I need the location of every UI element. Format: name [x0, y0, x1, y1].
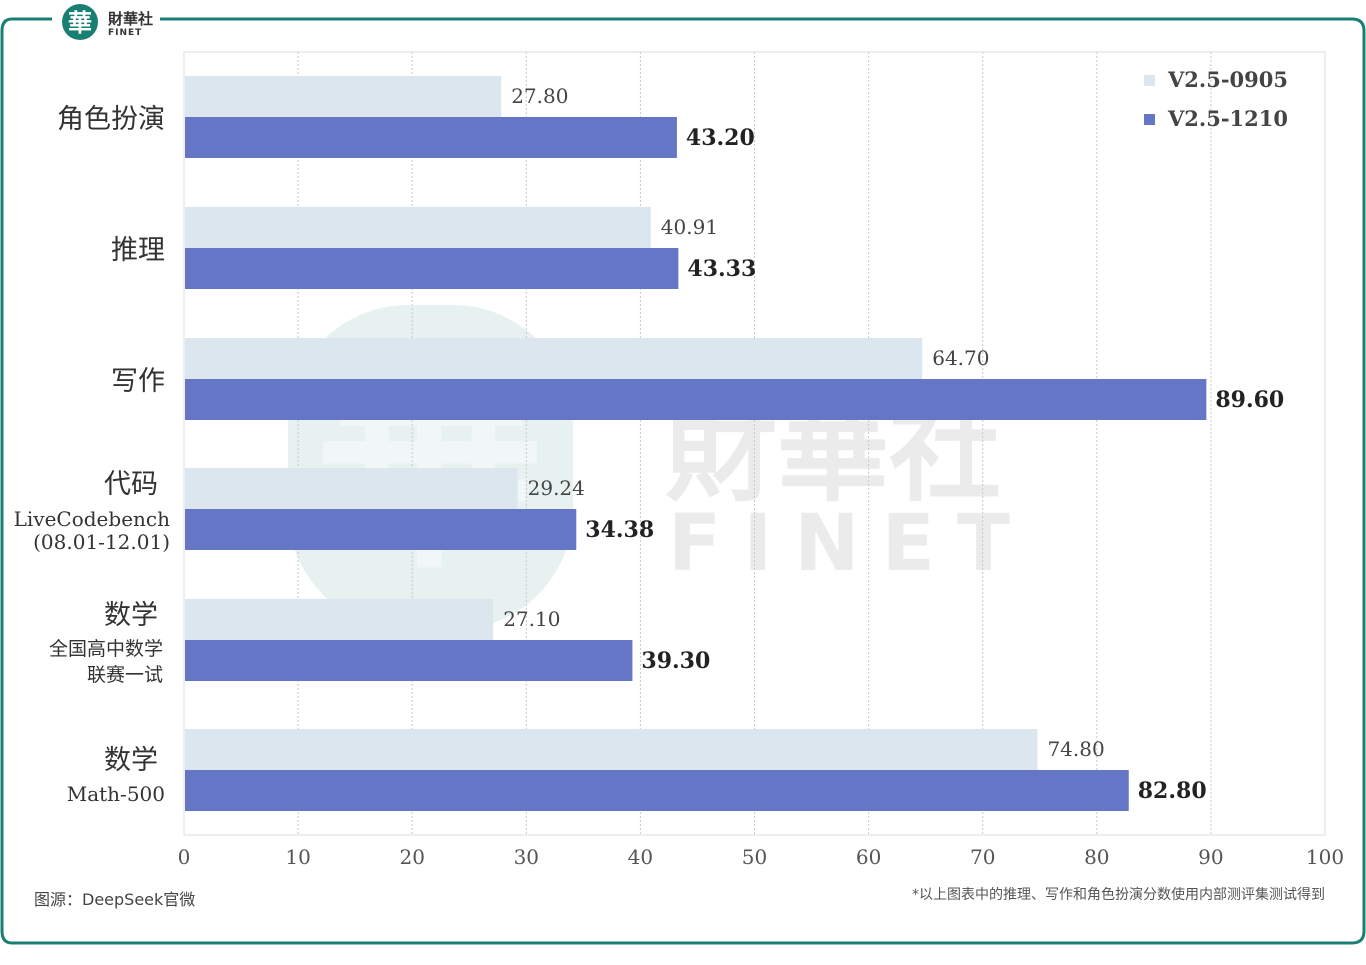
category-label: 角色扮演: [57, 104, 165, 135]
x-tick-label: 10: [285, 845, 310, 869]
x-tick-label: 100: [1306, 845, 1344, 869]
data-label-v2-5-1210: 89.60: [1215, 387, 1284, 413]
category-sublabel: LiveCodebench: [14, 507, 171, 531]
category-label: 代码: [104, 469, 158, 500]
legend-label-v2-5-1210: V2.5-1210: [1167, 106, 1288, 131]
footnote: *以上图表中的推理、写作和角色扮演分数使用内部测评集测试得到: [912, 886, 1325, 903]
x-axis-ticks: 0 10 20 30 40 50 60 70 80 90 100: [178, 845, 1344, 869]
bar-v2-5-1210: [185, 770, 1129, 811]
category-sublabel: 全国高中数学: [49, 638, 163, 660]
legend-swatch-v2-5-1210: [1144, 114, 1155, 125]
category-labels: 角色扮演推理写作代码LiveCodebench(08.01-12.01)数学全国…: [14, 104, 171, 806]
frame-border: [0, 17, 1366, 945]
legend: V2.5-0905 V2.5-1210: [1144, 67, 1288, 131]
legend-label-v2-5-0905: V2.5-0905: [1167, 67, 1288, 92]
category-label: 数学: [104, 745, 158, 776]
category-label: 推理: [111, 235, 165, 266]
grid-lines: [297, 52, 1212, 835]
brand-logo-icon: [62, 4, 98, 40]
x-tick-label: 0: [178, 845, 191, 869]
bars: [185, 76, 1207, 811]
category-label: 写作: [111, 366, 165, 397]
bar-v2-5-1210: [185, 117, 677, 158]
bar-v2-5-0905: [185, 207, 651, 248]
x-tick-label: 70: [970, 845, 995, 869]
bar-v2-5-1210: [185, 640, 633, 681]
data-labels: 27.80 43.20 40.91 43.33 64.70 89.60 29.2434.38…: [503, 84, 1284, 804]
bar-v2-5-1210: [185, 379, 1207, 420]
x-tick-label: 40: [628, 845, 653, 869]
data-label-v2-5-0905: 74.80: [1047, 737, 1104, 761]
data-label-v2-5-0905: 27.10: [503, 607, 560, 631]
x-tick-label: 50: [742, 845, 767, 869]
data-label-v2-5-1210: 39.30: [641, 648, 710, 674]
data-label-v2-5-0905: 29.24: [528, 476, 585, 500]
brand-name-en: FINET: [108, 28, 142, 38]
data-label-v2-5-1210: 43.20: [686, 125, 755, 151]
x-tick-label: 20: [399, 845, 424, 869]
bar-v2-5-0905: [185, 729, 1038, 770]
data-label-v2-5-0905: 64.70: [932, 346, 989, 370]
category-sublabel: 联赛一试: [87, 664, 163, 686]
x-tick-label: 30: [514, 845, 539, 869]
watermark-name-en: FINET: [668, 499, 1032, 589]
source-caption: 图源：DeepSeek官微: [34, 890, 195, 909]
brand-logo: 華 財華社 FINET: [62, 4, 153, 40]
category-sublabel: Math-500: [67, 782, 165, 806]
x-tick-label: 90: [1198, 845, 1223, 869]
x-tick-label: 80: [1084, 845, 1109, 869]
data-label-v2-5-1210: 34.38: [585, 517, 654, 543]
data-label-v2-5-1210: 43.33: [687, 256, 756, 282]
bar-v2-5-0905: [185, 338, 923, 379]
bar-v2-5-0905: [185, 76, 502, 117]
legend-swatch-v2-5-0905: [1144, 75, 1155, 86]
category-label: 数学: [104, 600, 158, 631]
data-label-v2-5-0905: 27.80: [511, 84, 568, 108]
data-label-v2-5-1210: 82.80: [1138, 778, 1207, 804]
x-tick-label: 60: [856, 845, 881, 869]
data-label-v2-5-0905: 40.91: [661, 215, 718, 239]
bar-v2-5-1210: [185, 248, 679, 289]
brand-logo-char: 華: [68, 9, 92, 37]
brand-name-cn: 財華社: [107, 10, 153, 28]
bar-v2-5-0905: [185, 468, 518, 509]
category-sublabel: (08.01-12.01): [33, 530, 170, 554]
bar-v2-5-1210: [185, 509, 577, 550]
bar-v2-5-0905: [185, 599, 494, 640]
